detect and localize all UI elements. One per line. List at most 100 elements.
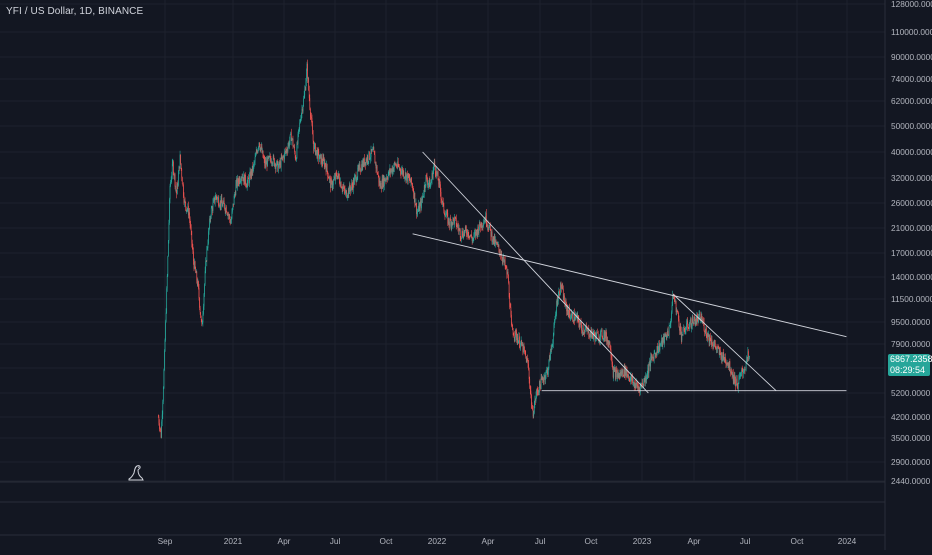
candle [417,208,418,218]
candle [298,129,299,138]
candle [299,119,301,132]
candle [254,153,256,166]
candle [166,286,168,314]
candle [410,179,411,183]
candle [216,196,218,203]
candle [390,168,391,178]
candles [157,59,750,439]
candle [595,331,597,340]
candle [407,170,408,185]
candle [528,367,530,384]
candle [230,218,232,224]
candle [357,164,359,172]
candle [637,380,638,391]
candle [441,196,443,205]
candle [642,378,643,387]
trendline-lower-descending-line[interactable] [412,233,847,338]
candle [306,68,307,87]
candle [250,168,252,181]
candle [411,176,412,185]
candle [437,171,438,177]
candle [228,211,229,220]
candle [205,257,207,274]
candle [266,157,268,172]
candle [552,339,554,347]
candle [367,154,369,165]
candle [690,317,692,329]
candle [429,182,431,189]
candle [499,249,501,257]
candle [594,333,596,345]
candle [376,164,377,172]
candle [388,169,390,177]
candle [564,292,565,304]
candle [679,323,681,336]
candle [739,371,740,381]
candle [616,366,617,373]
candle [729,358,731,372]
candle [551,343,553,350]
candle [453,218,455,225]
candle [727,362,728,366]
candle [688,323,690,329]
candle [383,175,385,191]
candle [167,240,169,257]
candle [414,192,416,208]
bar-countdown: 08:29:54 [890,365,926,375]
candle [192,243,194,254]
x-tick-label: Oct [380,536,394,546]
candle [478,224,479,235]
candle [308,77,310,92]
candle [695,316,697,327]
trendline-descending-resistance[interactable] [422,151,649,394]
candle [543,373,545,386]
candle [694,318,696,326]
candle [233,203,234,207]
dinosaur-icon[interactable] [126,462,146,482]
candle [297,131,299,149]
candle [555,311,556,320]
candle [351,180,353,190]
candle [260,142,262,150]
candle [293,144,294,148]
candle [614,367,616,373]
candle [276,160,277,167]
y-tick-label: 7900.0000 [891,339,931,349]
candle [385,178,387,185]
candle [289,136,290,150]
x-tick-label: Jul [330,536,341,546]
trendline-second-descending-line[interactable] [672,293,777,392]
trendlines[interactable] [412,151,847,394]
candle [493,233,495,247]
candle [382,174,384,192]
candle [447,216,449,226]
candle [328,176,330,180]
candle [435,171,437,179]
candle [289,134,291,145]
candle [436,170,438,177]
candle [377,171,379,178]
candle [405,171,407,184]
candle [542,377,544,385]
candle [240,178,241,184]
candle [332,181,334,192]
candle [226,211,228,215]
candle [715,346,717,351]
candle [689,319,691,327]
candle [254,160,255,167]
candle [532,404,533,411]
candle [418,199,420,212]
x-tick-label: Apr [278,536,291,546]
candle [712,342,713,346]
candle [562,282,564,290]
candle [445,210,447,216]
candle [565,297,566,309]
candle [408,173,410,179]
candle [381,186,382,193]
candle [214,195,216,207]
candle [415,198,417,207]
candle [525,349,527,359]
candle [303,95,304,107]
